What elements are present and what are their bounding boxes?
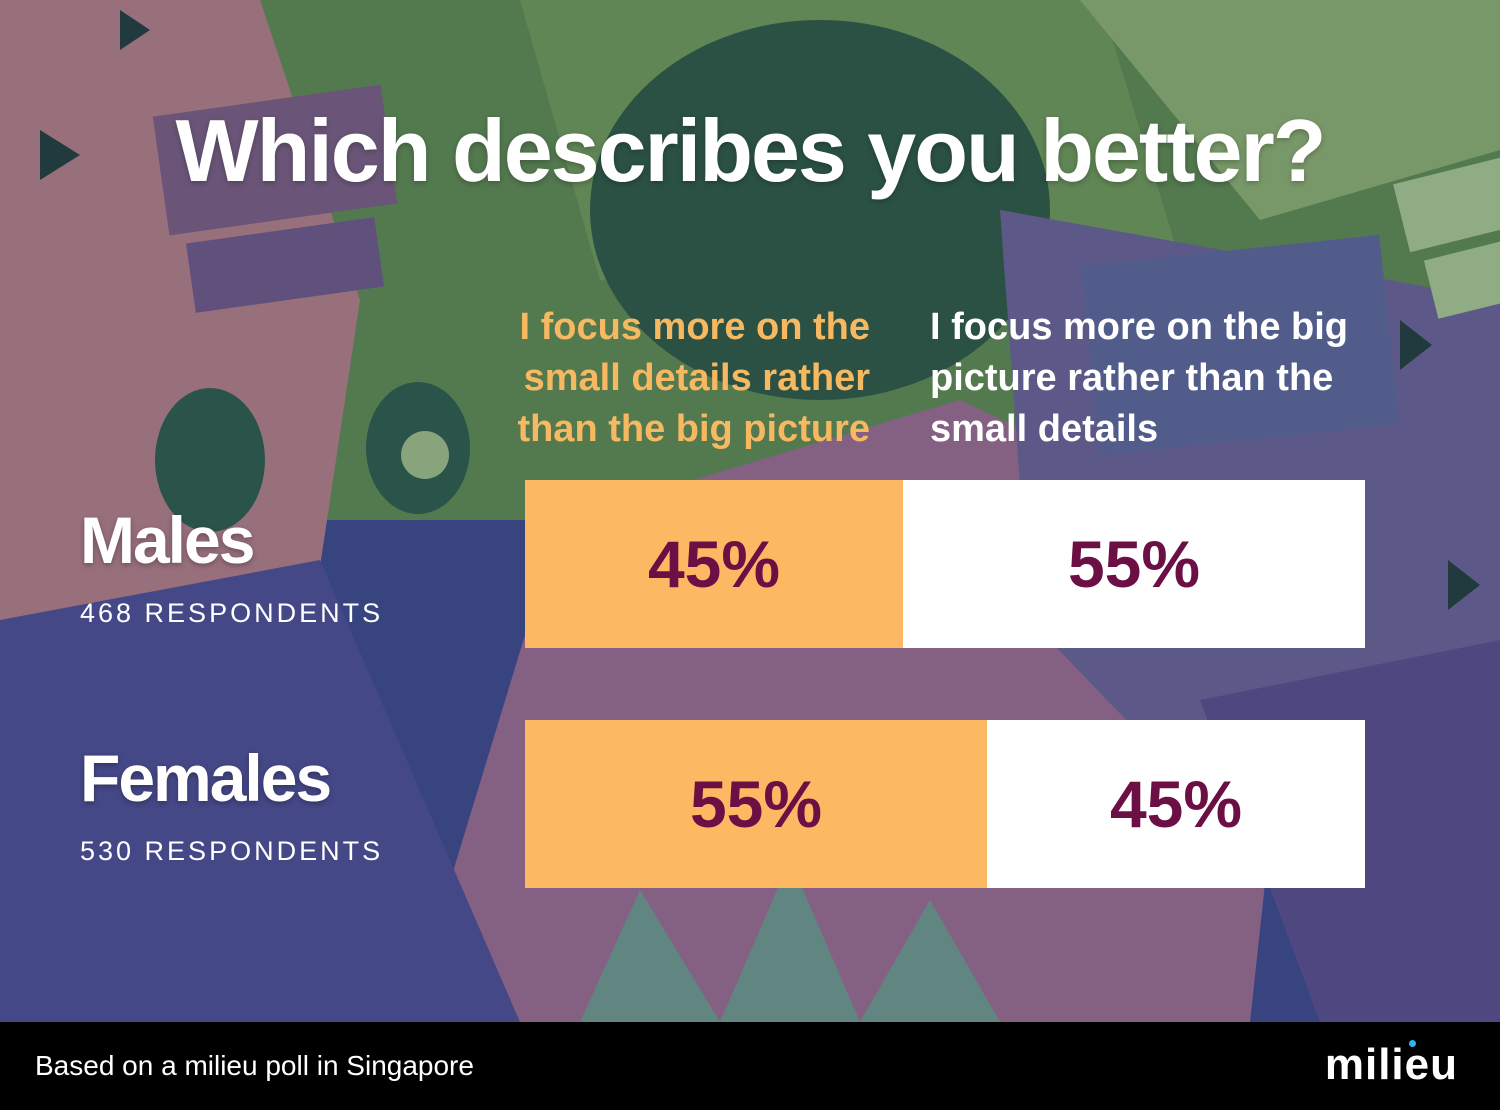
legend-big-picture-line: picture rather than the	[930, 357, 1334, 399]
bar-row-males: 45% 55%	[525, 480, 1365, 648]
group-label-males: Males	[80, 503, 255, 577]
legend-big-picture-line: I focus more on the big	[930, 306, 1349, 348]
source-note: Based on a milieu poll in Singapore	[35, 1050, 474, 1081]
group-label-females: Females	[80, 741, 332, 815]
group-respondents-males: 468 RESPONDENTS	[80, 598, 384, 628]
brand-logo-dot-icon	[1409, 1040, 1416, 1047]
bar-segment-females-small-details: 55%	[525, 720, 987, 888]
bar-segment-males-big-picture: 55%	[903, 480, 1365, 648]
legend-small-details-line: I focus more on the	[519, 306, 870, 348]
legend-small-details-line: small details rather	[523, 357, 870, 399]
bar-row-females: 55% 45%	[525, 720, 1365, 888]
legend-big-picture-line: small details	[930, 408, 1159, 450]
group-respondents-females: 530 RESPONDENTS	[80, 836, 384, 866]
legend-big-picture: I focus more on the big picture rather t…	[930, 302, 1400, 455]
legend-small-details: I focus more on the small details rather…	[460, 302, 870, 455]
bar-segment-males-small-details: 45%	[525, 480, 903, 648]
legend-small-details-line: than the big picture	[517, 408, 870, 450]
footer-bar: Based on a milieu poll in Singapore mili…	[0, 1022, 1500, 1110]
bar-segment-females-big-picture: 45%	[987, 720, 1365, 888]
brand-logo: milieu	[1324, 1040, 1458, 1089]
chart-title: Which describes you better?	[175, 101, 1327, 200]
